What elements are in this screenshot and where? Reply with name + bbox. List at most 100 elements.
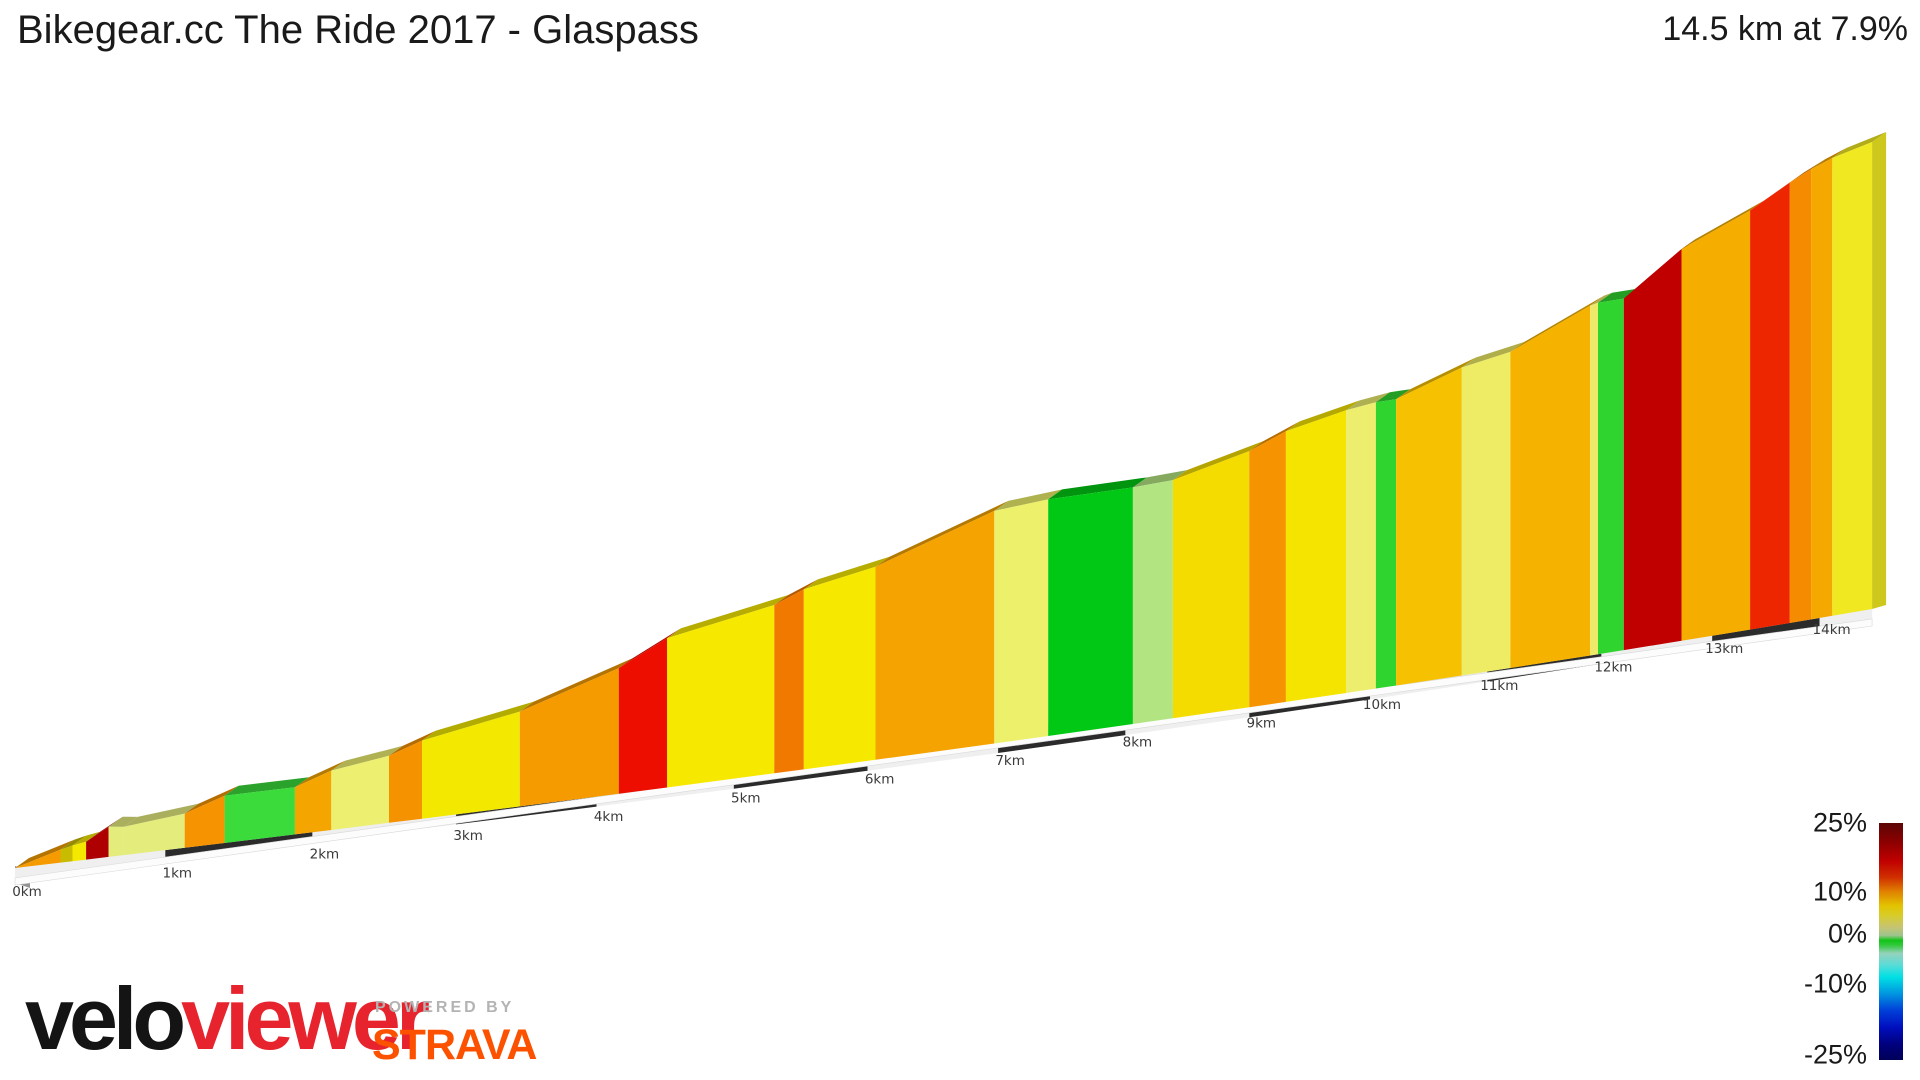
gradient-segment [224, 787, 295, 843]
gradient-segment [422, 711, 520, 819]
gradient-segment [667, 605, 775, 788]
logo-viewer-text: viewer [181, 969, 430, 1068]
gradient-segment [60, 845, 73, 863]
gradient-segment [1375, 399, 1397, 689]
km-axis-label: 8km [1123, 734, 1153, 750]
km-axis-label: 12km [1594, 660, 1632, 676]
segment-top-face [184, 785, 239, 814]
segment-end-face [1872, 132, 1887, 609]
segment-top-face [803, 556, 890, 590]
gradient-legend-bar [1879, 823, 1903, 1060]
km-axis-label: 1km [163, 865, 193, 881]
gradient-segment [618, 638, 667, 794]
km-axis-label: 9km [1247, 716, 1277, 732]
gradient-segment [86, 826, 109, 860]
gradient-segment [1285, 410, 1347, 702]
legend-label-neg25: -25% [1803, 1039, 1867, 1070]
segment-top-face [1461, 341, 1525, 368]
segment-top-face [1789, 159, 1826, 183]
km-axis-label: 13km [1705, 641, 1743, 657]
gradient-segment [1461, 351, 1511, 676]
km-axis-label: 4km [594, 809, 624, 825]
strava-logo[interactable]: STRAVA [372, 1021, 537, 1069]
segment-top-face [1396, 357, 1476, 400]
gradient-segment [1396, 367, 1462, 686]
gradient-legend: 25% 10% 0% -10% -25% [1745, 808, 1903, 1072]
gradient-segment [1832, 142, 1873, 616]
gradient-segment [1346, 402, 1376, 693]
segment-top-face [1249, 421, 1300, 452]
segment-top-face [60, 835, 87, 850]
segment-top-face [72, 831, 101, 846]
gradient-segment [994, 499, 1049, 744]
segment-top-face [389, 730, 436, 756]
segment-top-face [994, 489, 1063, 511]
powered-by-label: POWERED BY [375, 999, 515, 1016]
segment-top-face [1832, 132, 1887, 158]
segment-top-face [1172, 441, 1264, 481]
gradient-segment [331, 755, 389, 830]
segment-top-face [875, 500, 1009, 567]
legend-label-neg10: -10% [1803, 968, 1867, 999]
gradient-segment [803, 566, 876, 770]
km-axis-label: 2km [310, 847, 340, 863]
gradient-segment [1598, 298, 1624, 655]
km-axis-label: 5km [731, 791, 761, 807]
gradient-segment [1249, 431, 1286, 708]
gradient-segment [1132, 480, 1173, 724]
legend-label-10: 10% [1812, 876, 1867, 907]
gradient-segment [1048, 487, 1133, 736]
km-tick-band [15, 850, 166, 878]
segment-top-face [1750, 172, 1804, 211]
segment-top-face [86, 816, 123, 842]
segment-top-face [331, 745, 403, 771]
veloviewer-wordmark[interactable]: veloviewer [25, 975, 430, 1063]
km-axis-label: 14km [1813, 622, 1851, 638]
gradient-segment [774, 589, 804, 774]
segment-top-face [1346, 392, 1390, 411]
gradient-segment [519, 668, 619, 807]
segment-top-face [1811, 148, 1847, 170]
km-axis-label: 11km [1480, 678, 1518, 694]
km-axis-label: 7km [995, 753, 1025, 769]
veloviewer-logo[interactable]: veloviewer POWERED BY STRAVA [25, 975, 665, 1075]
km-tick-band [1819, 609, 1873, 628]
gradient-segment [1681, 210, 1751, 641]
segment-top-face [123, 803, 199, 827]
ride-summary-stats: 14.5 km at 7.9% [1662, 10, 1908, 48]
segment-top-face [108, 816, 138, 827]
gradient-segment [72, 841, 87, 862]
segment-top-face [224, 777, 309, 796]
segment-top-face [422, 701, 534, 741]
segment-top-face [1681, 200, 1765, 250]
segment-top-face [1048, 477, 1147, 500]
gradient-segment [184, 795, 225, 848]
page-title: Bikegear.cc The Ride 2017 - Glaspass [17, 8, 699, 52]
gradient-segment [1172, 451, 1250, 719]
legend-label-0: 0% [1827, 918, 1867, 949]
segment-top-face [519, 658, 633, 712]
gradient-segment [1590, 302, 1598, 656]
gradient-segment [15, 849, 61, 868]
legend-label-25: 25% [1812, 807, 1867, 838]
segment-top-face [774, 579, 818, 605]
gradient-segment [1623, 249, 1682, 651]
km-axis-label: 0km [12, 884, 42, 900]
segment-top-face [667, 595, 789, 639]
segment-top-face [618, 628, 681, 669]
km-axis-label: 10km [1363, 697, 1401, 713]
segment-top-face [1598, 288, 1638, 303]
logo-velo-text: velo [25, 969, 186, 1068]
gradient-segment [1789, 169, 1812, 624]
gradient-segment [389, 740, 422, 823]
gradient-segment [1811, 158, 1833, 620]
segment-top-face [1510, 295, 1605, 352]
segment-top-face [294, 760, 346, 788]
segment-top-face [15, 839, 75, 868]
km-axis-label: 3km [453, 828, 483, 844]
gradient-segment [875, 510, 995, 760]
segment-top-face [1285, 400, 1361, 432]
km-axis-label: 6km [865, 772, 895, 788]
gradient-segment [108, 826, 124, 857]
